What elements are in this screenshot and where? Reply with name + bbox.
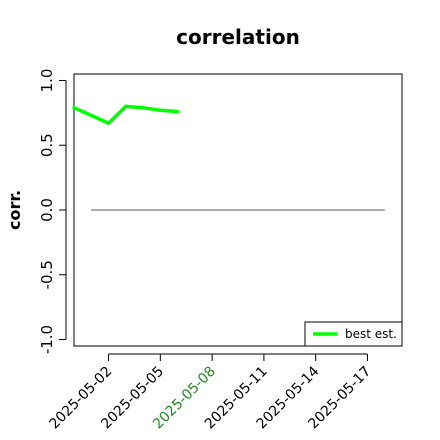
data-point <box>158 108 162 112</box>
chart-title: correlation <box>176 25 300 49</box>
y-tick-label: 0.5 <box>38 133 56 157</box>
y-tick-label: 1.0 <box>38 69 56 93</box>
y-tick-label: -1.0 <box>38 325 56 354</box>
series-line-best-est <box>72 104 180 125</box>
legend-label: best est. <box>345 327 397 341</box>
y-tick-label: -0.5 <box>38 260 56 289</box>
data-point <box>106 121 111 125</box>
y-tick-label: 0.0 <box>38 198 56 222</box>
data-point <box>141 106 145 110</box>
data-point <box>89 113 93 118</box>
plot-frame <box>73 73 403 347</box>
data-point <box>124 104 128 108</box>
data-point <box>72 106 76 110</box>
y-axis-label: corr. <box>5 190 24 230</box>
data-point <box>175 109 180 114</box>
